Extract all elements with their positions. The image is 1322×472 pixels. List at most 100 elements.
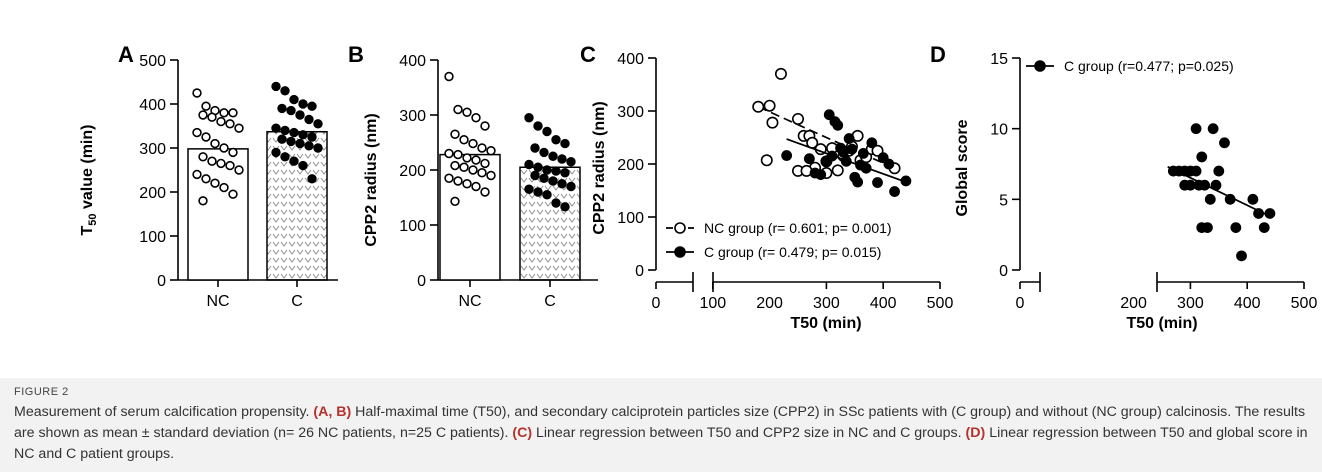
panel-a-point-nc xyxy=(198,196,208,206)
panel-a-point-c xyxy=(289,127,299,138)
panel-c-legend-marker-1 xyxy=(674,246,686,258)
panel-a-x-tick-label: NC xyxy=(206,293,229,310)
panel-c-point-s0 xyxy=(791,112,804,125)
panel-b-point-nc xyxy=(471,113,481,123)
panel-c-x-tick-label: 200 xyxy=(756,295,783,312)
panel-a-point-nc xyxy=(201,132,211,142)
panel-b-point-c xyxy=(533,187,543,197)
panel-d-x-tick-label: 500 xyxy=(1291,295,1318,312)
panel-b-y-tick-label: 100 xyxy=(399,218,426,235)
panel-a-point-c xyxy=(289,156,299,166)
panel-b-point-c xyxy=(530,143,540,153)
panel-d-x-tick-label: 300 xyxy=(1177,295,1204,312)
panel-b-point-c xyxy=(551,198,561,208)
panel-c-y-tick-label: 200 xyxy=(617,157,644,174)
panel-a-point-c xyxy=(286,105,296,116)
panel-a-point-c xyxy=(289,94,299,105)
panel-c-point-s0 xyxy=(766,116,779,129)
panel-c-x-tick-label: 100 xyxy=(699,295,726,312)
panel-b-point-nc xyxy=(444,148,454,159)
panel-b-point-c xyxy=(551,166,561,176)
panel-b-point-nc xyxy=(477,168,487,178)
caption-ref-d[interactable]: (D) xyxy=(965,425,986,441)
panel-a-y-tick-label: 200 xyxy=(139,185,166,202)
panel-d-y-tick-label: 5 xyxy=(999,192,1008,209)
panel-letter-b: B xyxy=(348,42,364,67)
panel-b-y-axis-label: CPP2 radius (nm) xyxy=(363,113,380,246)
panel-d-x-axis-label: T50 (min) xyxy=(1126,315,1197,332)
panel-d-point-s0 xyxy=(1190,123,1202,135)
panel-c-legend-label-1: C group (r= 0.479; p= 0.015) xyxy=(704,244,881,260)
panel-a-point-c xyxy=(304,114,314,125)
panel-d-y-tick-label: 10 xyxy=(990,122,1008,139)
panel-a-point-nc xyxy=(228,147,238,158)
panel-b-point-c xyxy=(524,184,534,194)
panel-c-y-tick-label: 300 xyxy=(617,104,644,121)
panel-c-point-s1 xyxy=(823,109,835,121)
caption-ref-c[interactable]: (C) xyxy=(512,425,533,441)
panel-a-point-c xyxy=(286,136,296,147)
panel-a-ylabel-suffix: value (min) xyxy=(79,125,96,214)
panel-a-point-nc xyxy=(201,101,211,111)
panel-a-y-tick-label: 400 xyxy=(139,97,166,114)
panel-a-point-nc xyxy=(234,165,244,175)
panel-b-y-tick-label: 200 xyxy=(399,163,426,180)
panel-c-point-s0 xyxy=(760,154,773,167)
panel-a-point-c xyxy=(280,152,290,162)
panel-c-x-tick-label: 500 xyxy=(927,295,954,312)
panel-a-point-nc xyxy=(219,143,229,153)
panel-a-point-c xyxy=(307,174,317,184)
panel-a-point-nc xyxy=(228,189,238,199)
panel-b-point-nc xyxy=(462,153,472,163)
panel-a: A T50 value (min) 0 100 200 300 400 500 NC C xyxy=(79,42,338,310)
panel-c-point-s1 xyxy=(889,186,900,197)
panel-c-x-axis-label: T50 (min) xyxy=(790,315,861,332)
panel-c-point-s1 xyxy=(826,150,838,162)
panel-b-point-c xyxy=(524,113,534,123)
panel-b-point-c xyxy=(542,165,552,175)
panel-b-point-c xyxy=(557,154,567,164)
panel-a-y-tick-label: 300 xyxy=(139,141,166,158)
panel-d-legend-marker-0 xyxy=(1034,60,1046,72)
panel-b-point-nc xyxy=(453,149,463,160)
panel-b-point-nc xyxy=(480,187,490,197)
panel-b-point-nc xyxy=(477,143,487,153)
panel-d: D Global score T50 (min) 0 5 10 15 0 200 300 40… xyxy=(930,42,1317,332)
panel-c-x-tick-label: 0 xyxy=(652,295,661,312)
panel-d-point-s0 xyxy=(1196,151,1208,163)
panel-c: C CPP2 radius (nm) T50 (min) 0 100 200 300 4… xyxy=(580,42,953,332)
panel-a-point-c xyxy=(298,99,308,109)
panel-c-point-s0 xyxy=(752,100,765,113)
panel-a-point-nc xyxy=(219,108,229,118)
panel-c-point-s1 xyxy=(860,162,872,174)
panel-a-y-tick-label: 500 xyxy=(139,53,166,70)
panel-a-point-c xyxy=(313,119,323,129)
panel-a-point-c xyxy=(280,86,290,96)
panel-d-y-tick-label: 0 xyxy=(999,263,1008,280)
panel-a-y-tick-label: 0 xyxy=(157,273,166,290)
panel-b-point-c xyxy=(548,176,558,186)
panel-b-point-c xyxy=(539,173,549,183)
panel-b-point-nc xyxy=(471,155,481,165)
panel-b-y-tick-label: 400 xyxy=(399,53,426,70)
panel-c-y-tick-label: 400 xyxy=(617,51,644,68)
panel-a-point-c xyxy=(304,141,314,151)
panel-c-legend-marker-0 xyxy=(674,222,686,234)
panel-b-point-nc xyxy=(468,138,478,149)
panel-c-point-s1 xyxy=(900,175,912,187)
panel-letter-a: A xyxy=(118,42,134,67)
panel-a-point-nc xyxy=(201,174,211,184)
panel-b-point-nc xyxy=(480,121,490,131)
panel-b-point-nc xyxy=(480,158,490,169)
panel-a-point-c xyxy=(307,101,317,111)
panel-a-point-c xyxy=(298,160,308,171)
panel-d-plot: 0 5 10 15 0 200 300 400 500 C group (r=0.477; p=0… xyxy=(990,51,1317,312)
panel-b-point-nc xyxy=(486,170,496,181)
panel-b-point-c xyxy=(542,126,552,137)
panel-a-point-c xyxy=(271,147,281,158)
panel-letter-c: C xyxy=(580,42,596,67)
panel-b-point-c xyxy=(539,147,549,158)
figure-label: FIGURE 2 xyxy=(14,386,69,398)
caption-ref-ab[interactable]: (A, B) xyxy=(313,404,352,420)
panel-d-point-s0 xyxy=(1207,123,1219,135)
